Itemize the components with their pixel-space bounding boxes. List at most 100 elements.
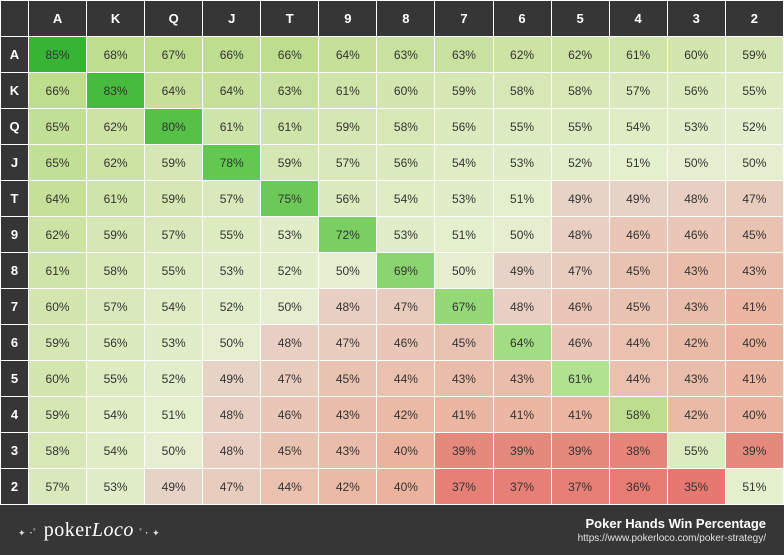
heatmap-cell: 52% xyxy=(203,289,261,325)
col-header: Q xyxy=(145,1,203,37)
table-row: 560%55%52%49%47%45%44%43%43%61%44%43%41% xyxy=(1,361,784,397)
table-row: 358%54%50%48%45%43%40%39%39%39%38%55%39% xyxy=(1,433,784,469)
heatmap-cell: 61% xyxy=(203,109,261,145)
heatmap-cell: 50% xyxy=(435,253,493,289)
heatmap-cell: 40% xyxy=(725,325,783,361)
heatmap-cell: 55% xyxy=(87,361,145,397)
heatmap-cell: 43% xyxy=(667,361,725,397)
heatmap-cell: 48% xyxy=(667,181,725,217)
heatmap-cell: 46% xyxy=(667,217,725,253)
footer-text: Poker Hands Win Percentage https://www.p… xyxy=(578,516,766,544)
heatmap-cell: 53% xyxy=(435,181,493,217)
heatmap-cell: 49% xyxy=(493,253,551,289)
heatmap-cell: 47% xyxy=(725,181,783,217)
heatmap-cell: 60% xyxy=(667,37,725,73)
heatmap-cell: 52% xyxy=(145,361,203,397)
heatmap-cell: 68% xyxy=(87,37,145,73)
heatmap-cell: 47% xyxy=(551,253,609,289)
heatmap-cell: 62% xyxy=(551,37,609,73)
heatmap-cell: 44% xyxy=(261,469,319,505)
heatmap-cell: 66% xyxy=(203,37,261,73)
heatmap-cell: 53% xyxy=(667,109,725,145)
col-header: 6 xyxy=(493,1,551,37)
row-header: 2 xyxy=(1,469,29,505)
heatmap-cell: 48% xyxy=(319,289,377,325)
heatmap-cell: 49% xyxy=(145,469,203,505)
heatmap-cell: 58% xyxy=(609,397,667,433)
heatmap-cell: 54% xyxy=(87,397,145,433)
heatmap-cell: 49% xyxy=(609,181,667,217)
heatmap-cell: 83% xyxy=(87,73,145,109)
logo: ✦ ･ﾟ pokerLoco ﾟ･ ✦ xyxy=(18,519,160,542)
heatmap-cell: 67% xyxy=(435,289,493,325)
heatmap-cell: 42% xyxy=(667,397,725,433)
heatmap-cell: 47% xyxy=(319,325,377,361)
heatmap-cell: 46% xyxy=(609,217,667,253)
heatmap-cell: 72% xyxy=(319,217,377,253)
heatmap-cell: 78% xyxy=(203,145,261,181)
heatmap-cell: 50% xyxy=(203,325,261,361)
heatmap-cell: 45% xyxy=(261,433,319,469)
poker-heatmap: AKQJT98765432 A85%68%67%66%66%64%63%63%6… xyxy=(0,0,784,505)
col-header: 4 xyxy=(609,1,667,37)
heatmap-cell: 64% xyxy=(29,181,87,217)
heatmap-cell: 42% xyxy=(667,325,725,361)
heatmap-cell: 69% xyxy=(377,253,435,289)
heatmap-cell: 48% xyxy=(203,433,261,469)
heatmap-cell: 58% xyxy=(29,433,87,469)
heatmap-cell: 53% xyxy=(493,145,551,181)
row-header: 7 xyxy=(1,289,29,325)
heatmap-cell: 57% xyxy=(319,145,377,181)
heatmap-cell: 62% xyxy=(493,37,551,73)
heatmap-cell: 43% xyxy=(493,361,551,397)
heatmap-cell: 53% xyxy=(261,217,319,253)
row-header: K xyxy=(1,73,29,109)
heatmap-cell: 59% xyxy=(261,145,319,181)
heatmap-cell: 61% xyxy=(29,253,87,289)
heatmap-cell: 57% xyxy=(145,217,203,253)
heatmap-cell: 55% xyxy=(493,109,551,145)
heatmap-cell: 62% xyxy=(87,109,145,145)
heatmap-cell: 60% xyxy=(29,361,87,397)
col-header: K xyxy=(87,1,145,37)
heatmap-cell: 41% xyxy=(725,361,783,397)
heatmap-cell: 41% xyxy=(435,397,493,433)
heatmap-cell: 80% xyxy=(145,109,203,145)
heatmap-cell: 50% xyxy=(493,217,551,253)
heatmap-cell: 67% xyxy=(145,37,203,73)
heatmap-cell: 54% xyxy=(87,433,145,469)
heatmap-cell: 55% xyxy=(203,217,261,253)
row-header: 9 xyxy=(1,217,29,253)
heatmap-cell: 64% xyxy=(319,37,377,73)
heatmap-cell: 45% xyxy=(725,217,783,253)
heatmap-cell: 47% xyxy=(203,469,261,505)
heatmap-cell: 63% xyxy=(261,73,319,109)
heatmap-cell: 39% xyxy=(551,433,609,469)
heatmap-cell: 55% xyxy=(667,433,725,469)
heatmap-cell: 44% xyxy=(377,361,435,397)
heatmap-cell: 64% xyxy=(493,325,551,361)
sparkle-icon: ✦ ･ﾟ xyxy=(18,528,38,538)
heatmap-cell: 59% xyxy=(87,217,145,253)
heatmap-cell: 58% xyxy=(551,73,609,109)
row-header: 3 xyxy=(1,433,29,469)
heatmap-cell: 47% xyxy=(377,289,435,325)
heatmap-cell: 53% xyxy=(87,469,145,505)
heatmap-cell: 59% xyxy=(319,109,377,145)
heatmap-cell: 43% xyxy=(435,361,493,397)
heatmap-cell: 45% xyxy=(435,325,493,361)
table-row: 257%53%49%47%44%42%40%37%37%37%36%35%51% xyxy=(1,469,784,505)
heatmap-cell: 66% xyxy=(29,73,87,109)
col-header: 3 xyxy=(667,1,725,37)
heatmap-cell: 35% xyxy=(667,469,725,505)
heatmap-cell: 64% xyxy=(145,73,203,109)
row-header: 4 xyxy=(1,397,29,433)
row-header: 8 xyxy=(1,253,29,289)
heatmap-cell: 53% xyxy=(203,253,261,289)
heatmap-cell: 43% xyxy=(667,253,725,289)
heatmap-cell: 63% xyxy=(435,37,493,73)
heatmap-cell: 55% xyxy=(551,109,609,145)
heatmap-cell: 42% xyxy=(377,397,435,433)
table-row: J65%62%59%78%59%57%56%54%53%52%51%50%50% xyxy=(1,145,784,181)
heatmap-cell: 46% xyxy=(377,325,435,361)
